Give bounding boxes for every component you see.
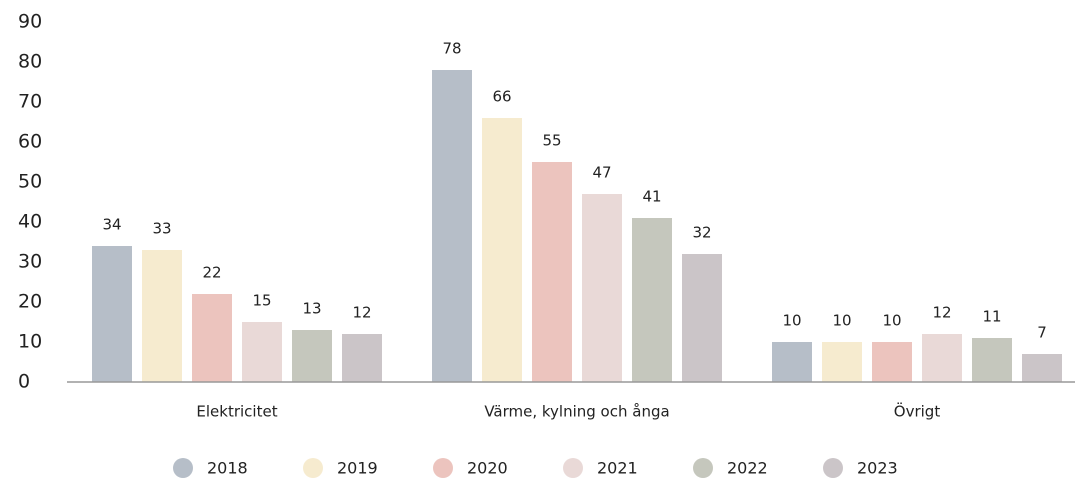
legend-marker xyxy=(303,458,323,478)
legend-label: 2021 xyxy=(597,459,638,478)
data-label: 47 xyxy=(592,164,611,182)
data-label: 41 xyxy=(642,188,661,206)
data-label: 32 xyxy=(692,224,711,242)
data-label: 15 xyxy=(252,292,271,310)
y-tick-label: 0 xyxy=(18,371,30,393)
bar xyxy=(822,342,862,382)
bar xyxy=(92,246,132,382)
legend-marker xyxy=(563,458,583,478)
data-label: 11 xyxy=(982,308,1001,326)
bar xyxy=(632,218,672,382)
data-label: 10 xyxy=(832,312,851,330)
y-tick-label: 60 xyxy=(18,131,42,153)
legend-label: 2022 xyxy=(727,459,768,478)
x-tick-label: Elektricitet xyxy=(196,403,277,421)
y-tick-label: 70 xyxy=(18,91,42,113)
bar xyxy=(342,334,382,382)
data-label: 10 xyxy=(782,312,801,330)
y-tick-label: 10 xyxy=(18,331,42,353)
bar xyxy=(192,294,232,382)
data-label: 34 xyxy=(102,216,121,234)
bar xyxy=(682,254,722,382)
bar xyxy=(1022,354,1062,382)
x-tick-label: Värme, kylning och ånga xyxy=(484,403,669,421)
legend-marker xyxy=(173,458,193,478)
bar xyxy=(142,250,182,382)
bar xyxy=(532,162,572,382)
data-label: 78 xyxy=(442,40,461,58)
data-label: 22 xyxy=(202,264,221,282)
legend-label: 2018 xyxy=(207,459,248,478)
y-tick-label: 40 xyxy=(18,211,42,233)
data-label: 66 xyxy=(492,88,511,106)
data-label: 13 xyxy=(302,300,321,318)
bar xyxy=(922,334,962,382)
legend-label: 2019 xyxy=(337,459,378,478)
bar xyxy=(292,330,332,382)
bar xyxy=(772,342,812,382)
data-label: 7 xyxy=(1037,324,1047,342)
bar xyxy=(242,322,282,382)
bar xyxy=(872,342,912,382)
data-label: 33 xyxy=(152,220,171,238)
legend-marker xyxy=(823,458,843,478)
bar xyxy=(582,194,622,382)
legend-marker xyxy=(433,458,453,478)
data-label: 10 xyxy=(882,312,901,330)
y-tick-label: 20 xyxy=(18,291,42,313)
y-tick-label: 80 xyxy=(18,51,42,73)
y-tick-label: 90 xyxy=(18,11,42,33)
data-label: 12 xyxy=(352,304,371,322)
data-label: 12 xyxy=(932,304,951,322)
legend-label: 2023 xyxy=(857,459,898,478)
legend-marker xyxy=(693,458,713,478)
bar xyxy=(432,70,472,382)
data-label: 55 xyxy=(542,132,561,150)
bar xyxy=(482,118,522,382)
x-tick-label: Övrigt xyxy=(894,402,941,421)
bar xyxy=(972,338,1012,382)
y-tick-label: 30 xyxy=(18,251,42,273)
y-tick-label: 50 xyxy=(18,171,42,193)
legend-label: 2020 xyxy=(467,459,508,478)
